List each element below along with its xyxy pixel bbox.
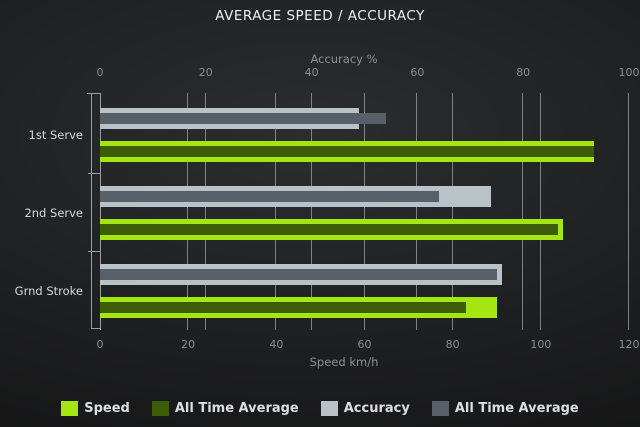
- chart-title: AVERAGE SPEED / ACCURACY: [215, 8, 425, 24]
- speed-bar-all-time-average-overlay: [100, 302, 466, 313]
- bottom-tick-label: 20: [181, 338, 196, 351]
- speed-swatch-icon: [61, 400, 79, 416]
- legend-item-accuracy: Accuracy: [320, 400, 410, 416]
- top-tick-label: 100: [618, 66, 640, 79]
- gridline: [205, 93, 206, 330]
- gridline: [364, 93, 365, 330]
- gridline: [452, 93, 453, 330]
- bottom-tick-label: 60: [357, 338, 372, 351]
- legend-item-speed: Speed: [61, 400, 130, 416]
- y-axis-spine: [91, 93, 92, 329]
- accuracy-bar-all-time-average-overlay: [100, 269, 497, 280]
- top-axis-cap: [87, 93, 100, 94]
- gridline: [416, 93, 417, 330]
- bottom-tick-label: 0: [96, 338, 104, 351]
- bottom-tick-label: 80: [445, 338, 460, 351]
- top-tick-label: 80: [516, 66, 531, 79]
- gridline: [628, 93, 629, 330]
- bottom-tick-label: 120: [618, 338, 640, 351]
- top-axis-title: Accuracy %: [310, 52, 378, 66]
- speed-average-swatch-icon: [151, 400, 169, 416]
- accuracy-swatch-icon: [320, 400, 338, 416]
- gridline: [522, 93, 523, 330]
- gridline: [187, 93, 188, 330]
- plot-area: [87, 93, 629, 330]
- legend-label: Speed: [84, 400, 130, 416]
- gridline: [275, 93, 276, 330]
- accuracy-bar-all-time-average-overlay: [100, 191, 439, 202]
- accuracy-average-swatch-icon: [431, 400, 449, 416]
- bottom-tick-label: 40: [269, 338, 284, 351]
- y-axis-zero-line: [100, 93, 101, 330]
- bottom-tick-label: 100: [530, 338, 552, 351]
- speed-bar-all-time-average-overlay: [100, 146, 594, 157]
- category-label: 2nd Serve: [24, 206, 83, 220]
- category-label: Grnd Stroke: [14, 284, 83, 298]
- bottom-axis-cap: [91, 328, 100, 329]
- legend-label: Accuracy: [343, 400, 410, 416]
- category-boundary-tick: [88, 251, 100, 252]
- legend-item-speed-all-time-average: All Time Average: [151, 400, 299, 416]
- legend-label: All Time Average: [454, 400, 579, 416]
- gridline: [311, 93, 312, 330]
- category-boundary-tick: [88, 173, 100, 174]
- chart-legend: Speed All Time Average Accuracy All Time…: [0, 398, 640, 418]
- category-label: 1st Serve: [28, 128, 83, 142]
- top-tick-label: 40: [304, 66, 319, 79]
- top-tick-label: 0: [96, 66, 104, 79]
- accuracy-bar-all-time-average-overlay: [100, 113, 386, 124]
- top-tick-label: 60: [410, 66, 425, 79]
- gridline: [540, 93, 541, 330]
- legend-item-accuracy-all-time-average: All Time Average: [431, 400, 579, 416]
- speed-bar-all-time-average-overlay: [100, 224, 559, 235]
- bottom-axis-title: Speed km/h: [309, 355, 379, 369]
- top-tick-label: 20: [198, 66, 213, 79]
- legend-label: All Time Average: [174, 400, 299, 416]
